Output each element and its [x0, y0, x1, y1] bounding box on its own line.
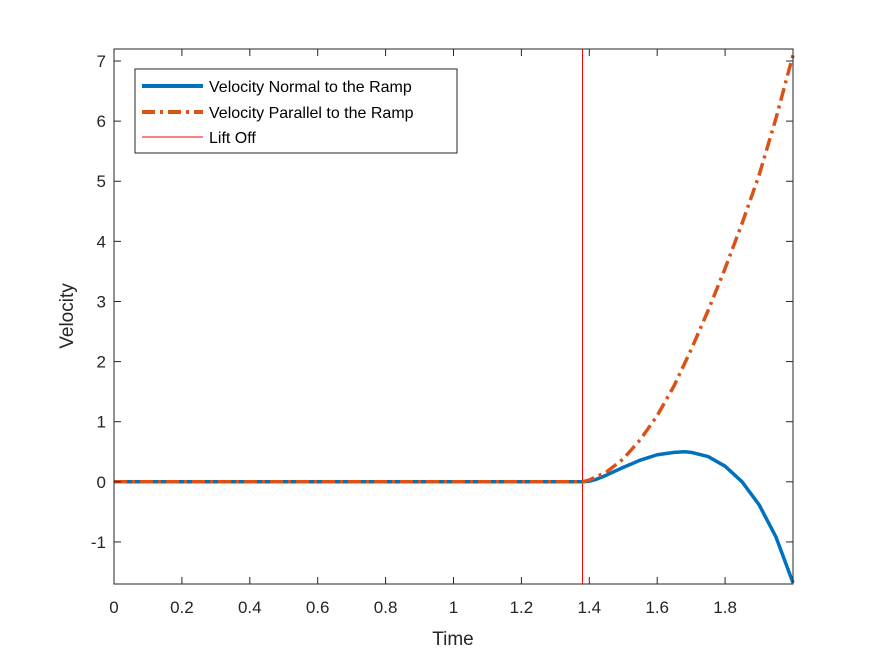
y-tick-label: 6: [97, 112, 106, 131]
series-layer: [114, 49, 795, 584]
legend-label-normal: Velocity Normal to the Ramp: [209, 79, 412, 96]
y-axis-label: Velocity: [57, 283, 78, 349]
x-tick-label: 1: [449, 598, 458, 617]
y-tick-label: 0: [97, 473, 106, 492]
y-tick-label: 7: [97, 52, 106, 71]
x-tick-label: 1.2: [510, 598, 534, 617]
y-tick-label: 3: [97, 292, 106, 311]
y-axis: -1 0 1 2 3 4 5 6 7: [91, 52, 793, 552]
x-tick-label: 0.8: [374, 598, 398, 617]
x-axis: 0 0.2 0.4 0.6 0.8 1 1.2 1.4 1.6 1.8: [109, 49, 737, 617]
x-tick-label: 0: [109, 598, 118, 617]
x-axis-label: Time: [432, 629, 474, 650]
y-tick-label: -1: [91, 533, 106, 552]
x-tick-label: 0.2: [170, 598, 194, 617]
y-tick-label: 5: [97, 172, 106, 191]
x-tick-label: 0.6: [306, 598, 330, 617]
legend-label-parallel: Velocity Parallel to the Ramp: [209, 105, 414, 122]
legend: Velocity Normal to the Ramp Velocity Par…: [134, 68, 458, 154]
normal-velocity-line: [114, 450, 795, 584]
x-tick-label: 1.6: [645, 598, 669, 617]
parallel-velocity-line: [114, 54, 795, 484]
y-tick-label: 4: [97, 232, 106, 251]
x-tick-label: 1.8: [713, 598, 737, 617]
y-tick-label: 2: [97, 353, 106, 372]
y-tick-label: 1: [97, 413, 106, 432]
x-tick-label: 0.4: [238, 598, 262, 617]
legend-label-liftoff: Lift Off: [209, 130, 256, 147]
x-tick-label: 1.4: [577, 598, 601, 617]
